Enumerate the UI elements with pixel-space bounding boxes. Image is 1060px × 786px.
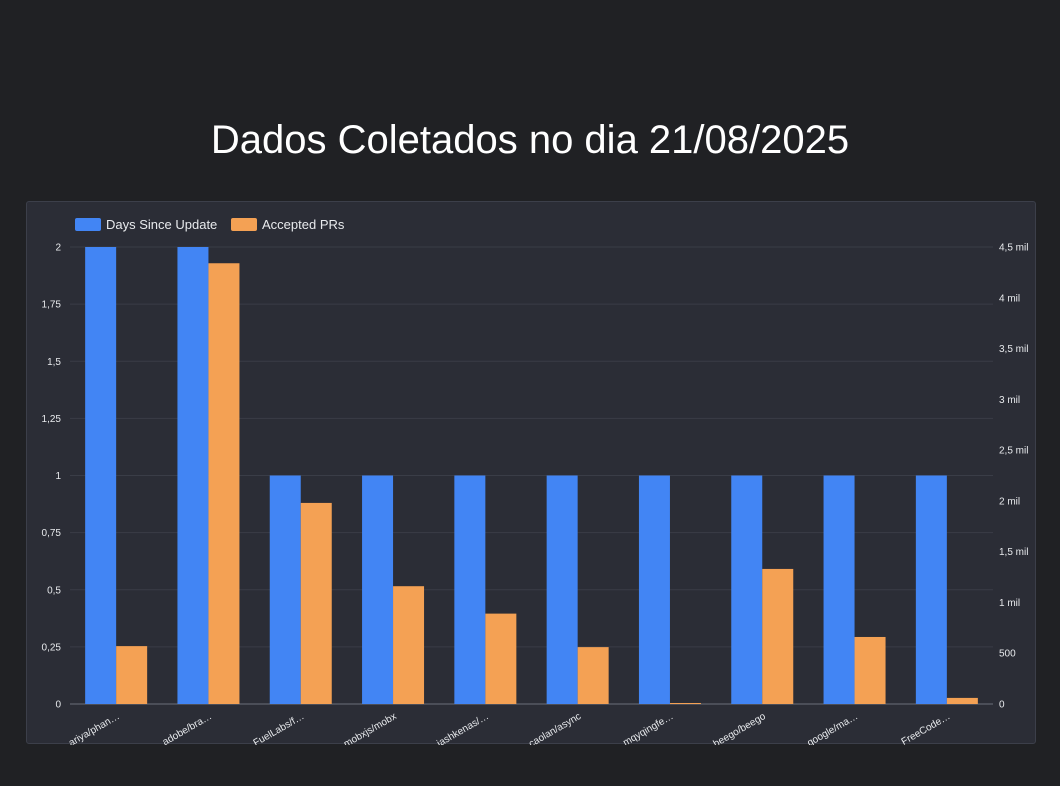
bar-days-since-update[interactable] [362,475,394,705]
legend-swatch [231,218,257,231]
bar-chart: 0 0,25 0,5 0,75 1 1,25 1,5 1,75 2 0 500 1 mil 1,5 mi… [42,217,1029,745]
x-tick-label: adobe/bra… [161,711,214,745]
x-tick-label: beego/beego [712,711,768,745]
bar-accepted-prs[interactable] [669,703,701,704]
bar-accepted-prs[interactable] [393,586,425,704]
y-left-tick-label: 0,25 [42,642,62,653]
x-tick-label: mqyqingfe… [621,711,675,745]
y-right-tick-label: 1,5 mil [999,547,1028,558]
x-tick-label: FreeCode… [900,711,953,745]
y-left-tick-label: 0,75 [42,528,62,539]
y-right-tick-label: 1 mil [999,598,1020,609]
legend: Days Since Update Accepted PRs [75,217,345,232]
bar-days-since-update[interactable] [85,247,117,704]
legend-item-days-since-update[interactable]: Days Since Update [75,217,217,232]
bar-accepted-prs[interactable] [300,502,332,704]
y-right-tick-label: 0 [999,700,1005,711]
x-tick-label: FuelLabs/f… [252,711,307,745]
x-tick-label: caolan/async [527,711,583,745]
y-left-tick-label: 1 [55,471,61,482]
legend-item-accepted-prs[interactable]: Accepted PRs [231,217,345,232]
x-tick-label: google/ma… [805,711,860,745]
page-title: Dados Coletados no dia 21/08/2025 [210,118,850,162]
bar-days-since-update[interactable] [915,475,947,705]
y-left-tick-label: 1,75 [42,300,62,311]
bars [85,247,978,704]
y-left-tick-label: 0 [55,700,61,711]
bar-accepted-prs[interactable] [946,697,978,704]
chart-card: 0 0,25 0,5 0,75 1 1,25 1,5 1,75 2 0 500 1 mil 1,5 mi… [26,201,1036,745]
y-right-tick-label: 2 mil [999,496,1020,507]
x-tick-label: jashkenas/… [434,711,490,745]
bar-days-since-update[interactable] [823,475,855,705]
y-right-tick-label: 500 [999,649,1016,660]
legend-label: Days Since Update [106,217,217,232]
bar-accepted-prs[interactable] [485,613,517,704]
y-right-tick-label: 2,5 mil [999,446,1028,457]
bar-days-since-update[interactable] [269,475,301,705]
x-tick-label: mobxjs/mobx [342,711,399,745]
y-right-tick-label: 4,5 mil [999,243,1028,254]
x-tick-label: ariya/phan… [67,711,122,745]
y-right-tick-label: 3 mil [999,395,1020,406]
bar-accepted-prs[interactable] [854,636,886,704]
bar-days-since-update[interactable] [454,475,486,705]
bar-days-since-update[interactable] [638,475,670,705]
bar-accepted-prs[interactable] [762,568,794,704]
y-left-tick-label: 2 [55,243,61,254]
bar-accepted-prs[interactable] [116,646,148,704]
legend-label: Accepted PRs [262,217,345,232]
bar-days-since-update[interactable] [731,475,763,705]
bar-accepted-prs[interactable] [577,647,609,704]
y-left-tick-label: 1,25 [42,414,62,425]
bar-days-since-update[interactable] [546,475,578,705]
y-right-tick-label: 4 mil [999,293,1020,304]
y-right-tick-label: 3,5 mil [999,344,1028,355]
bar-accepted-prs[interactable] [208,263,240,704]
y-left-tick-label: 1,5 [47,357,61,368]
bar-days-since-update[interactable] [177,247,209,704]
legend-swatch [75,218,101,231]
y-left-tick-label: 0,5 [47,585,61,596]
